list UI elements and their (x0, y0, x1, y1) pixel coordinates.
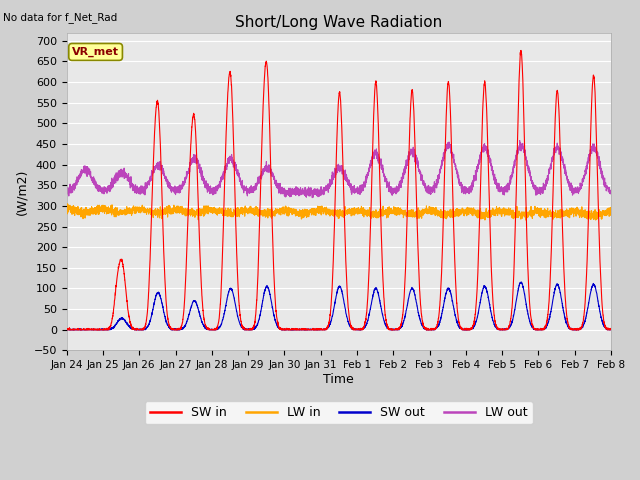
Legend: SW in, LW in, SW out, LW out: SW in, LW in, SW out, LW out (145, 401, 532, 424)
Y-axis label: (W/m2): (W/m2) (15, 168, 28, 215)
Text: No data for f_Net_Rad: No data for f_Net_Rad (3, 12, 118, 23)
X-axis label: Time: Time (323, 373, 354, 386)
Text: VR_met: VR_met (72, 47, 119, 57)
Title: Short/Long Wave Radiation: Short/Long Wave Radiation (235, 15, 442, 30)
